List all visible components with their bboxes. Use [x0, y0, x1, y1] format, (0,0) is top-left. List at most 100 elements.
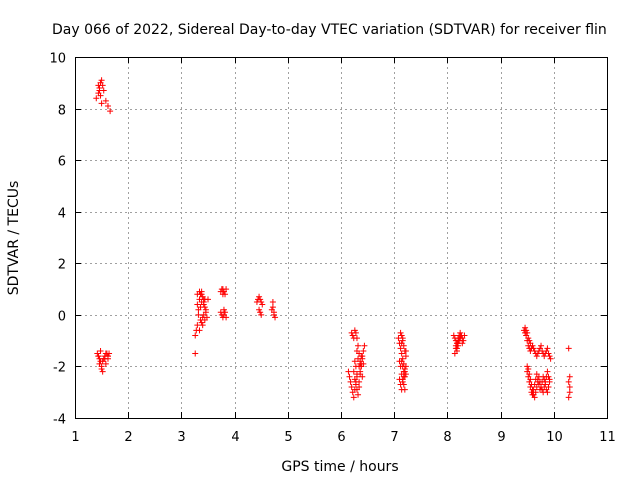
data-point: [257, 296, 264, 303]
data-point: [541, 384, 548, 391]
data-point: [357, 368, 364, 375]
data-point: [565, 345, 572, 352]
data-point: [546, 376, 553, 383]
data-point: [269, 298, 276, 305]
data-point: [353, 347, 360, 354]
data-point: [401, 386, 408, 393]
data-point: [269, 304, 276, 311]
data-point: [192, 332, 199, 339]
data-point: [399, 335, 406, 342]
data-point: [522, 324, 529, 331]
data-point: [196, 327, 203, 334]
x-tick-label: 8: [443, 430, 451, 445]
data-point: [398, 340, 405, 347]
data-point: [219, 291, 226, 298]
data-point: [200, 311, 207, 318]
data-point: [222, 309, 229, 316]
data-point: [351, 327, 358, 334]
data-point: [259, 301, 266, 308]
data-point: [359, 373, 366, 380]
data-point: [457, 335, 464, 342]
data-point: [353, 335, 360, 342]
data-point: [348, 384, 355, 391]
plot-frame: [75, 57, 608, 419]
data-point: [565, 394, 572, 401]
data-point: [199, 322, 206, 329]
data-point: [93, 95, 100, 102]
data-point: [546, 353, 553, 360]
data-point: [223, 314, 230, 321]
data-point: [346, 373, 353, 380]
data-point: [525, 335, 532, 342]
data-point: [536, 378, 543, 385]
data-point: [458, 332, 465, 339]
data-point: [106, 350, 113, 357]
data-point: [97, 92, 104, 99]
data-point: [545, 373, 552, 380]
data-point: [270, 309, 277, 316]
data-point: [205, 296, 211, 303]
data-point: [202, 306, 209, 313]
data-point: [94, 350, 101, 357]
data-point: [396, 358, 403, 365]
data-point: [527, 340, 534, 347]
data-point: [257, 309, 264, 316]
data-point: [566, 389, 573, 396]
data-point: [544, 368, 551, 375]
data-point: [98, 77, 105, 84]
data-point: [351, 358, 358, 365]
data-point: [525, 366, 532, 373]
chart-title: Day 066 of 2022, Sidereal Day-to-day VTE…: [52, 22, 607, 38]
x-tick-label: 1: [71, 430, 79, 445]
y-tick-label: 6: [58, 155, 66, 170]
data-point: [450, 332, 457, 339]
data-point: [353, 371, 360, 378]
data-point: [194, 322, 201, 329]
data-point: [540, 389, 547, 396]
data-point: [535, 373, 542, 380]
data-point: [459, 340, 466, 347]
data-point: [95, 353, 102, 360]
data-point: [192, 350, 199, 357]
data-point: [358, 360, 365, 367]
x-axis-label: GPS time / hours: [281, 459, 398, 475]
data-point: [398, 350, 405, 357]
data-point: [534, 350, 541, 357]
data-point: [198, 319, 205, 326]
data-point: [99, 368, 106, 375]
x-tick-labels: 1 2 3 4 5 6 7 8 9 10 11: [71, 430, 615, 445]
y-tick-labels: -4 -2 0 2 4 6 8 10: [49, 52, 66, 428]
data-point: [256, 306, 263, 313]
data-point: [98, 366, 105, 373]
x-tick-label: 9: [497, 430, 505, 445]
data-point: [453, 340, 460, 347]
y-tick-label: 4: [58, 207, 66, 222]
data-point: [399, 376, 406, 383]
data-point: [529, 386, 536, 393]
data-point: [97, 347, 104, 354]
x-tick-label: 11: [599, 430, 616, 445]
data-point: [95, 82, 102, 89]
data-point: [547, 355, 554, 362]
data-point: [565, 378, 572, 385]
data-point: [356, 378, 363, 385]
data-point: [398, 332, 405, 339]
y-tick-label: 8: [58, 104, 66, 119]
y-tick-label: -4: [53, 413, 66, 428]
data-point: [530, 345, 537, 352]
data-point: [256, 293, 263, 300]
y-tick-label: -2: [53, 361, 66, 376]
data-point: [542, 378, 549, 385]
x-tick-label: 7: [390, 430, 398, 445]
data-point: [352, 329, 359, 336]
data-point: [350, 368, 357, 375]
x-tick-label: 6: [337, 430, 345, 445]
data-point: [402, 347, 409, 354]
data-point: [544, 345, 551, 352]
y-axis-label: SDTVAR / TECUs: [6, 181, 22, 296]
data-point: [104, 102, 111, 109]
x-tick-label: 2: [124, 430, 132, 445]
data-point: [200, 301, 207, 308]
data-point: [195, 311, 202, 318]
